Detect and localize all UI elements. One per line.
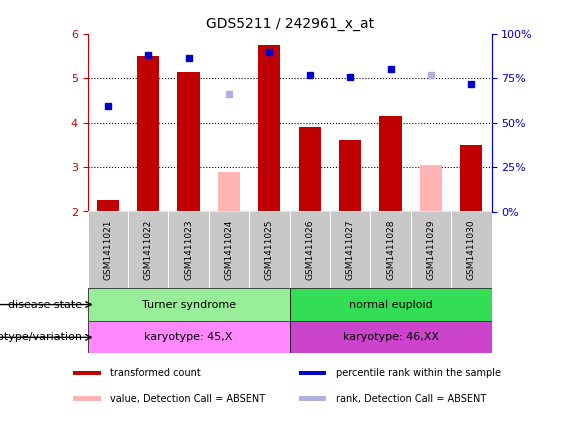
Bar (371, 212, 411, 288)
Bar (380, 116, 402, 212)
Bar (299, 127, 321, 212)
Bar (128, 212, 168, 288)
Bar (290, 288, 492, 321)
Text: Turner syndrome: Turner syndrome (141, 299, 236, 310)
Text: transformed count: transformed count (110, 368, 201, 378)
Bar (258, 45, 280, 212)
Text: GSM1411030: GSM1411030 (467, 219, 476, 280)
Title: GDS5211 / 242961_x_at: GDS5211 / 242961_x_at (206, 17, 373, 31)
Bar (218, 172, 240, 212)
Bar (88, 212, 128, 288)
Bar (168, 212, 209, 288)
Text: GSM1411022: GSM1411022 (144, 220, 153, 280)
Bar (73, 371, 101, 375)
Bar (451, 212, 492, 288)
Bar (97, 201, 119, 212)
Text: GSM1411027: GSM1411027 (346, 219, 355, 280)
Text: genotype/variation: genotype/variation (0, 332, 82, 342)
Bar (420, 165, 442, 212)
Bar (460, 145, 483, 212)
Bar (339, 140, 361, 212)
Text: disease state: disease state (8, 299, 82, 310)
Text: rank, Detection Call = ABSENT: rank, Detection Call = ABSENT (336, 393, 486, 404)
Text: value, Detection Call = ABSENT: value, Detection Call = ABSENT (110, 393, 265, 404)
Text: GSM1411024: GSM1411024 (224, 220, 233, 280)
Text: GSM1411025: GSM1411025 (265, 219, 274, 280)
Bar (88, 288, 290, 321)
Text: karyotype: 45,X: karyotype: 45,X (145, 332, 233, 342)
Text: karyotype: 46,XX: karyotype: 46,XX (342, 332, 438, 342)
Bar (137, 56, 159, 212)
Text: GSM1411026: GSM1411026 (305, 219, 314, 280)
Text: percentile rank within the sample: percentile rank within the sample (336, 368, 501, 378)
Bar (249, 212, 289, 288)
Bar (299, 396, 327, 401)
Text: normal euploid: normal euploid (349, 299, 432, 310)
Bar (290, 212, 330, 288)
Bar (209, 212, 249, 288)
Text: GSM1411021: GSM1411021 (103, 219, 112, 280)
Bar (73, 396, 101, 401)
Text: GSM1411028: GSM1411028 (386, 219, 395, 280)
Bar (411, 212, 451, 288)
Text: GSM1411029: GSM1411029 (427, 219, 436, 280)
Bar (177, 71, 199, 212)
Bar (299, 371, 327, 375)
Bar (88, 321, 290, 353)
Bar (290, 321, 492, 353)
Bar (330, 212, 371, 288)
Text: GSM1411023: GSM1411023 (184, 219, 193, 280)
